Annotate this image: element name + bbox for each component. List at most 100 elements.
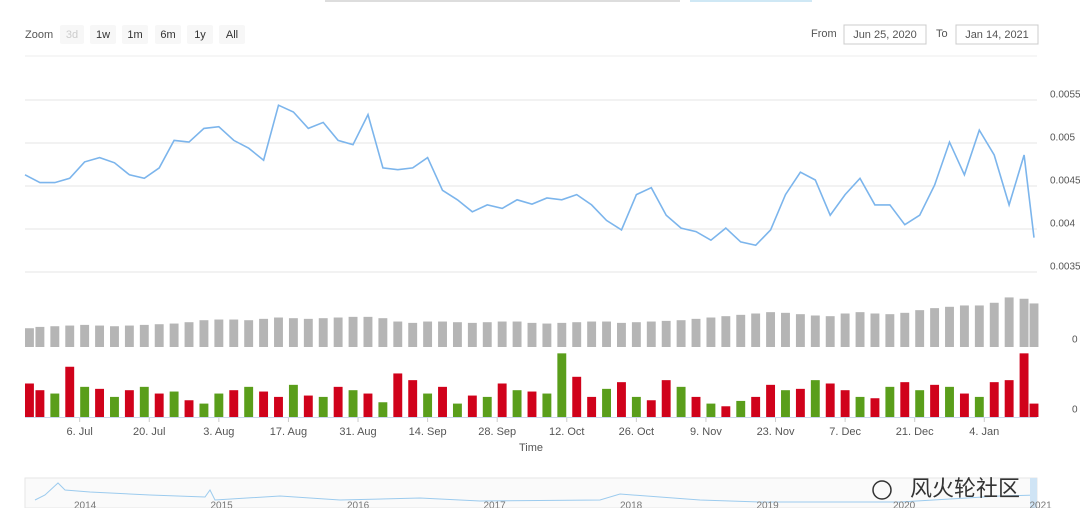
volume-bar — [288, 318, 298, 347]
volume-bar — [989, 302, 999, 347]
volume-bar — [989, 382, 999, 417]
volume-bar — [721, 406, 731, 417]
volume-bar — [274, 396, 283, 417]
volume-bar — [199, 403, 209, 417]
to-value[interactable]: Jan 14, 2021 — [965, 29, 1029, 41]
volume-bar — [512, 321, 522, 347]
volume-bar — [348, 390, 358, 417]
top-scrollbar-thumb — [690, 0, 812, 2]
volume-bar — [214, 393, 224, 417]
volume-bar — [959, 305, 969, 347]
navigator-selection[interactable] — [1030, 478, 1037, 508]
volume-bar — [259, 391, 269, 417]
x-tick-label: 31. Aug — [339, 426, 376, 438]
volume-bar — [825, 383, 835, 417]
volume-bar — [840, 390, 850, 417]
volume-bar — [781, 312, 790, 347]
volume-bar — [945, 306, 954, 347]
volume-bar — [229, 319, 239, 347]
volume-bar — [1019, 298, 1029, 347]
volume-bar — [423, 321, 433, 347]
x-tick-label: 3. Aug — [203, 426, 234, 438]
zoom-button-label[interactable]: All — [226, 29, 238, 41]
volume-bar — [274, 317, 283, 347]
from-input[interactable] — [843, 24, 927, 45]
watermark-icon — [872, 480, 892, 500]
volume-bar — [467, 322, 477, 347]
volume-bar — [602, 321, 611, 347]
volume-bar — [870, 313, 880, 347]
volume-bar — [244, 320, 254, 347]
volume-bar — [139, 324, 149, 347]
volume-bar — [482, 322, 492, 347]
volume-bar — [303, 395, 313, 417]
volume-bar — [467, 395, 477, 417]
volume-bar — [333, 386, 343, 417]
zoom-button[interactable] — [60, 25, 84, 44]
x-tick-label: 28. Sep — [478, 426, 516, 438]
volume-bar — [900, 382, 910, 417]
volume-bar — [900, 312, 910, 347]
volume-bar — [974, 305, 984, 347]
volume-bar — [766, 384, 776, 417]
volume-bar — [393, 321, 403, 347]
volume-bar — [974, 396, 984, 417]
volume-bar — [408, 322, 418, 347]
volume-bar — [646, 321, 656, 347]
volume-bar — [95, 388, 105, 417]
volume-bar — [50, 326, 60, 347]
volume-bar — [631, 322, 641, 347]
zoom-button-label[interactable]: 3d — [66, 29, 78, 41]
y-tick-label: 0.0045 — [1050, 176, 1080, 187]
volume-bar — [25, 383, 34, 417]
volume-bar — [781, 390, 790, 417]
zoom-button[interactable] — [122, 25, 148, 44]
zoom-button-label[interactable]: 6m — [160, 29, 175, 41]
navigator[interactable] — [24, 477, 1038, 508]
x-tick-label: 14. Sep — [409, 426, 447, 438]
volume-bar — [438, 386, 447, 417]
zoom-button-label[interactable]: 1w — [96, 29, 110, 41]
from-value[interactable]: Jun 25, 2020 — [853, 29, 917, 41]
zoom-button[interactable] — [219, 25, 245, 44]
x-tick-label: 7. Dec — [829, 426, 861, 438]
price-line — [24, 104, 1035, 247]
volume-bar — [661, 320, 671, 347]
to-input[interactable] — [955, 24, 1039, 45]
zoom-button[interactable] — [187, 25, 213, 44]
volume-bar — [617, 382, 626, 417]
y-tick-label: 0.005 — [1050, 133, 1075, 144]
volume-bar — [542, 393, 552, 417]
volume-bar — [80, 324, 90, 347]
volume-bar — [393, 373, 403, 417]
navigator-year: 2021 — [1030, 501, 1053, 508]
volume-bar — [438, 321, 447, 347]
volume-bar — [154, 324, 164, 347]
volume-bar — [512, 390, 522, 417]
navigator-line — [34, 482, 1038, 503]
x-tick-label: 20. Jul — [133, 426, 165, 438]
volume-bar — [572, 322, 582, 347]
from-label: From — [811, 28, 837, 40]
volume-bar — [721, 316, 731, 347]
volume-bar — [378, 402, 388, 417]
volume-bar — [497, 321, 507, 347]
volume-bar — [915, 390, 925, 417]
volume-bar — [1004, 380, 1014, 417]
volume-bar — [542, 323, 552, 347]
zoom-button-label[interactable]: 1y — [194, 29, 206, 41]
volume-bar — [482, 396, 492, 417]
volume-bar — [25, 328, 34, 347]
volume-bar — [661, 380, 671, 417]
volume-bar — [110, 396, 119, 417]
volume-bar — [676, 386, 686, 417]
volume-bar — [572, 376, 582, 417]
volume-bar — [870, 398, 880, 417]
zoom-button[interactable] — [155, 25, 181, 44]
zoom-button-label[interactable]: 1m — [127, 29, 142, 41]
volume-bar — [795, 314, 805, 347]
zoom-button[interactable] — [90, 25, 116, 44]
volume-bar — [930, 308, 940, 347]
y-tick-label: 0 — [1072, 335, 1078, 346]
volume-bar — [885, 314, 895, 347]
